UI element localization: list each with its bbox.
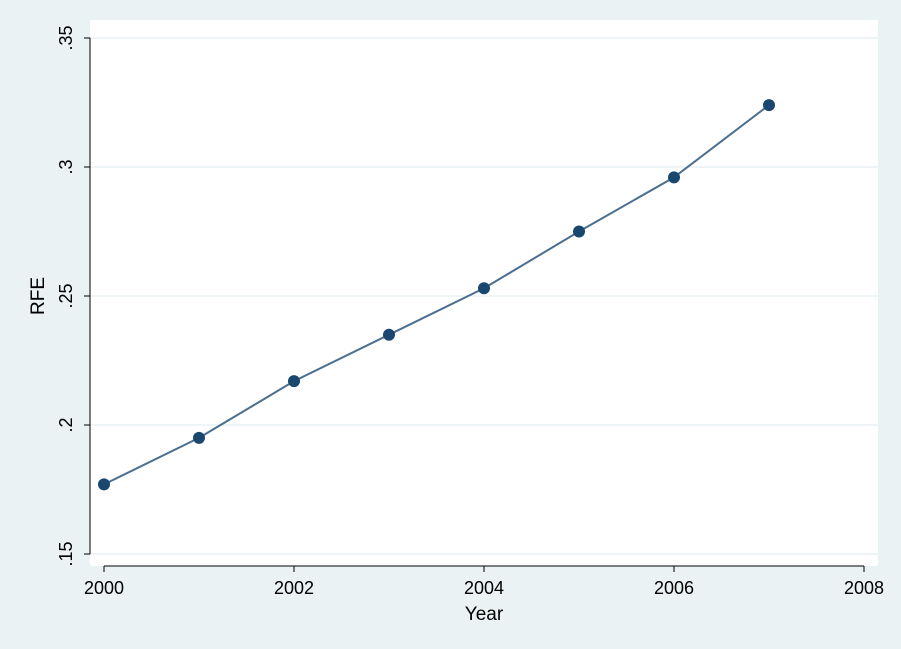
series-layer: [98, 99, 775, 491]
data-point: [288, 375, 300, 388]
x-tick-label: 2008: [844, 578, 884, 598]
data-point: [193, 431, 205, 444]
x-tick-label: 2000: [84, 578, 124, 598]
data-point: [478, 282, 490, 295]
y-tick-label: .35: [56, 25, 76, 50]
axes: .15 .2 .25 .3 .35 2000 2002 2004 2006 2008: [56, 25, 884, 598]
series-line: [103, 104, 770, 486]
y-axis-title: RFE: [28, 277, 49, 315]
x-tick-label: 2006: [654, 578, 694, 598]
x-tick-label: 2004: [464, 578, 504, 598]
x-axis-title: Year: [465, 604, 504, 625]
data-point: [98, 478, 110, 491]
y-tick-label: .25: [56, 283, 76, 308]
y-tick-label: .2: [56, 417, 76, 432]
data-point: [383, 328, 395, 341]
x-tick-label: 2002: [274, 578, 314, 598]
data-point: [763, 99, 775, 112]
y-tick-label: .3: [56, 159, 76, 174]
data-point: [573, 225, 585, 238]
y-tick-label: .15: [56, 541, 76, 566]
data-point: [668, 171, 680, 184]
gridlines: [90, 37, 878, 555]
